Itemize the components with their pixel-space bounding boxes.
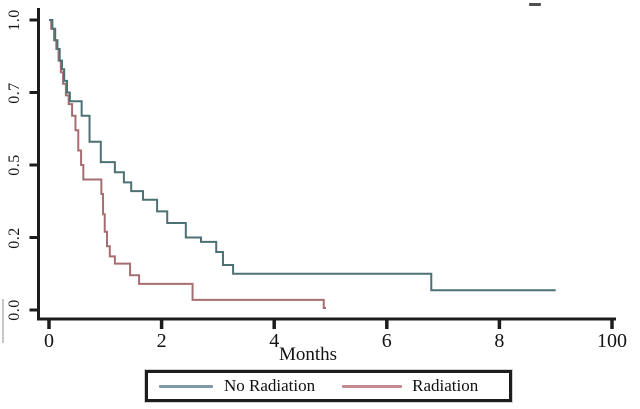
y-tick-label: 0.2 xyxy=(6,226,23,249)
legend-label-no-radiation: No Radiation xyxy=(224,376,316,395)
y-tick-label: 0.0 xyxy=(6,299,23,321)
legend: No Radiation Radiation xyxy=(145,370,512,402)
x-tick-label: 100 xyxy=(597,330,627,352)
legend-line-radiation-icon xyxy=(342,384,403,388)
y-tick-label: 0.5 xyxy=(6,154,23,176)
x-tick-label: 2 xyxy=(156,330,167,352)
x-tick-label: 0 xyxy=(44,330,54,352)
x-tick-label: 4 xyxy=(269,330,280,352)
curve-radiation xyxy=(49,19,326,309)
y-tick-label: 1.0 xyxy=(6,9,23,31)
scan-artifact-dash-icon xyxy=(529,3,541,6)
x-tick-label: 8 xyxy=(494,330,505,352)
legend-line-no-radiation-icon xyxy=(159,384,213,388)
x-axis-title: Months xyxy=(278,344,338,365)
scan-artifact-edge-line xyxy=(2,299,4,343)
curve-no-radiation xyxy=(49,19,556,292)
x-tick-label: 6 xyxy=(381,330,392,352)
legend-label-radiation: Radiation xyxy=(412,376,479,395)
y-tick-label: 0.7 xyxy=(6,81,23,104)
